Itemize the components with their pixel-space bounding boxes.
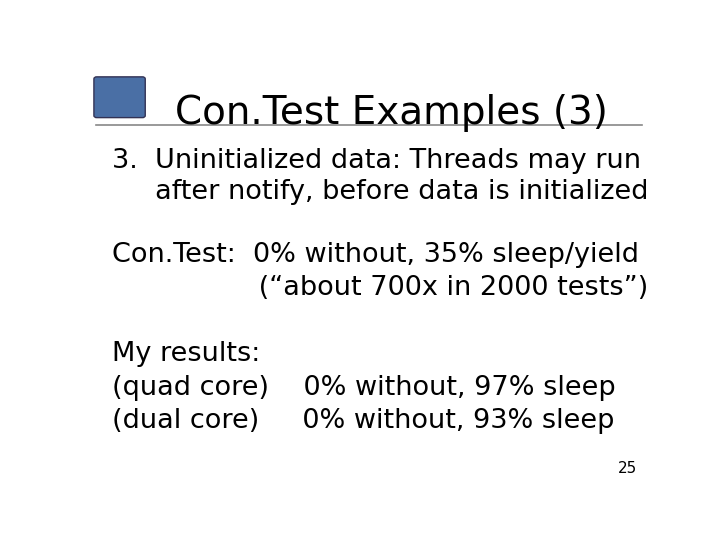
Text: Con.Test Examples (3): Con.Test Examples (3) [175,94,608,132]
Text: My results:: My results: [112,341,261,367]
Text: 3.  Uninitialized data: Threads may run: 3. Uninitialized data: Threads may run [112,148,642,174]
Text: Con.Test:  0% without, 35% sleep/yield: Con.Test: 0% without, 35% sleep/yield [112,241,639,267]
Text: (quad core)    0% without, 97% sleep: (quad core) 0% without, 97% sleep [112,375,616,401]
Text: (“about 700x in 2000 tests”): (“about 700x in 2000 tests”) [112,275,649,301]
Text: after notify, before data is initialized: after notify, before data is initialized [112,179,649,205]
FancyBboxPatch shape [94,77,145,118]
Text: 25: 25 [618,462,637,476]
Text: (dual core)     0% without, 93% sleep: (dual core) 0% without, 93% sleep [112,408,615,434]
